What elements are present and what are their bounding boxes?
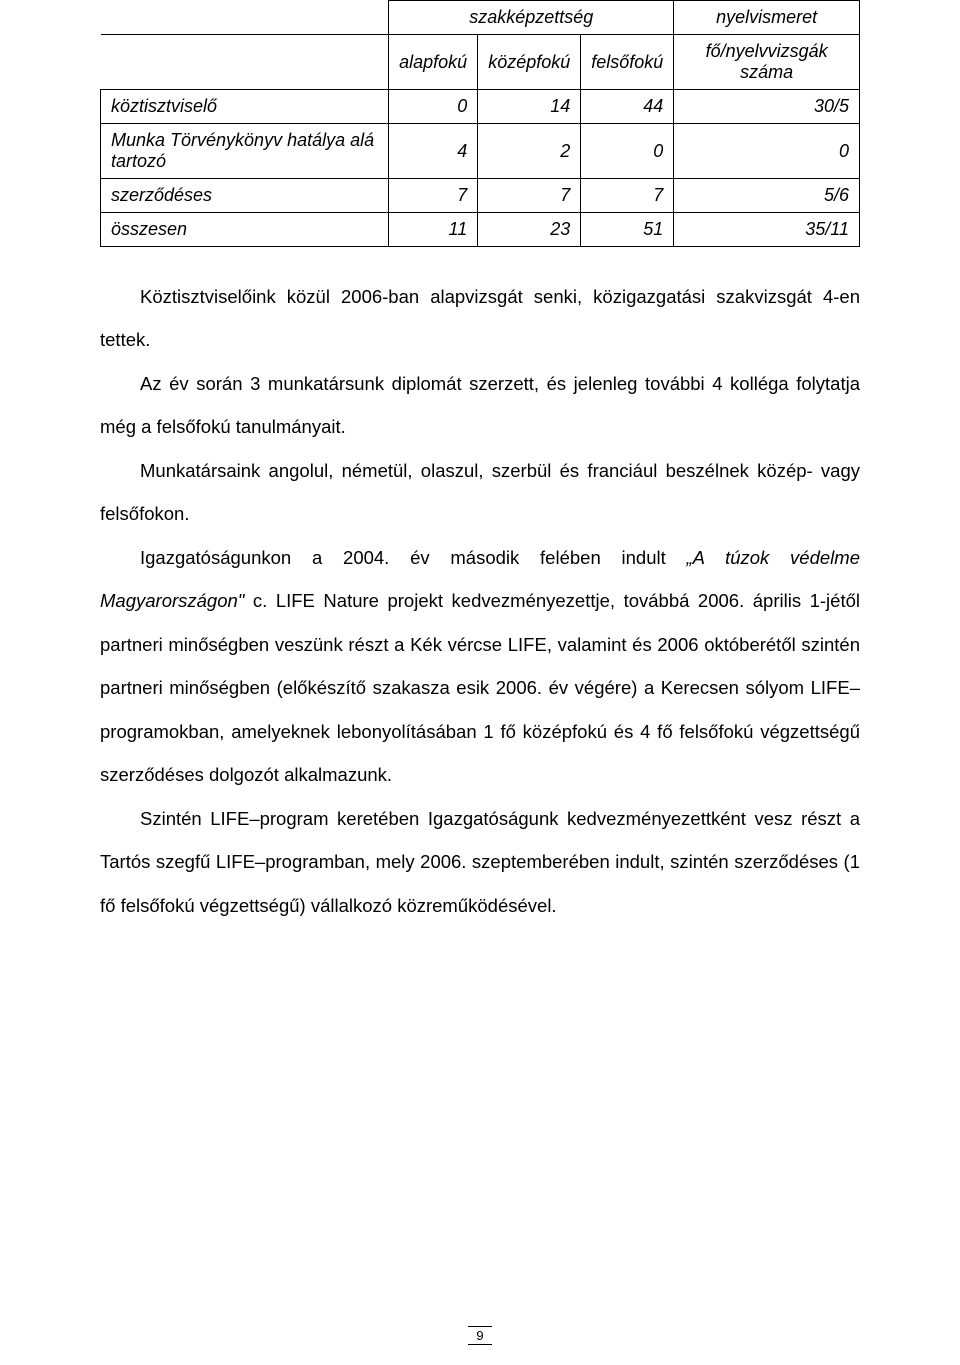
header-alapfoku: alapfokú [389,35,478,90]
document-page: szakképzettség nyelvismeret alapfokú köz… [0,0,960,1365]
cell-value: 4 [389,124,478,179]
cell-value: 2 [478,124,581,179]
header-felsofoku: felsőfokú [581,35,674,90]
cell-value: 11 [389,213,478,247]
header-empty-2 [101,35,389,90]
cell-value: 0 [581,124,674,179]
cell-value: 30/5 [674,90,860,124]
table-row: szerződéses 7 7 7 5/6 [101,179,860,213]
cell-label: Munka Törvénykönyv hatálya alá tartozó [101,124,389,179]
table-header-row-2: alapfokú középfokú felsőfokú fő/nyelvviz… [101,35,860,90]
page-number: 9 [0,1326,960,1345]
cell-value: 14 [478,90,581,124]
cell-value: 51 [581,213,674,247]
header-kozepfoku: középfokú [478,35,581,90]
cell-value: 0 [674,124,860,179]
table-row: köztisztviselő 0 14 44 30/5 [101,90,860,124]
cell-value: 5/6 [674,179,860,213]
qualifications-table: szakképzettség nyelvismeret alapfokú köz… [100,0,860,247]
cell-label: szerződéses [101,179,389,213]
page-number-value: 9 [468,1326,491,1345]
cell-value: 44 [581,90,674,124]
header-szakkepzettseg: szakképzettség [389,1,674,35]
table-row: Munka Törvénykönyv hatálya alá tartozó 4… [101,124,860,179]
text-run: c. LIFE Nature projekt kedvezményezettje… [100,590,860,785]
table-row: összesen 11 23 51 35/11 [101,213,860,247]
text-run: Igazgatóságunkon a 2004. év második felé… [140,547,687,568]
cell-value: 7 [389,179,478,213]
paragraph: Munkatársaink angolul, németül, olaszul,… [100,449,860,536]
cell-label: összesen [101,213,389,247]
cell-value: 23 [478,213,581,247]
cell-value: 0 [389,90,478,124]
paragraph: Az év során 3 munkatársunk diplomát szer… [100,362,860,449]
cell-value: 7 [581,179,674,213]
paragraph: Igazgatóságunkon a 2004. év második felé… [100,536,860,797]
table-header-row-1: szakképzettség nyelvismeret [101,1,860,35]
paragraph: Köztisztviselőink közül 2006-ban alapviz… [100,275,860,362]
body-text: Köztisztviselőink közül 2006-ban alapviz… [100,275,860,927]
cell-value: 35/11 [674,213,860,247]
header-fonyelv: fő/nyelvvizsgák száma [674,35,860,90]
cell-label: köztisztviselő [101,90,389,124]
header-empty [101,1,389,35]
cell-value: 7 [478,179,581,213]
header-nyelvismeret: nyelvismeret [674,1,860,35]
paragraph: Szintén LIFE–program keretében Igazgatós… [100,797,860,927]
